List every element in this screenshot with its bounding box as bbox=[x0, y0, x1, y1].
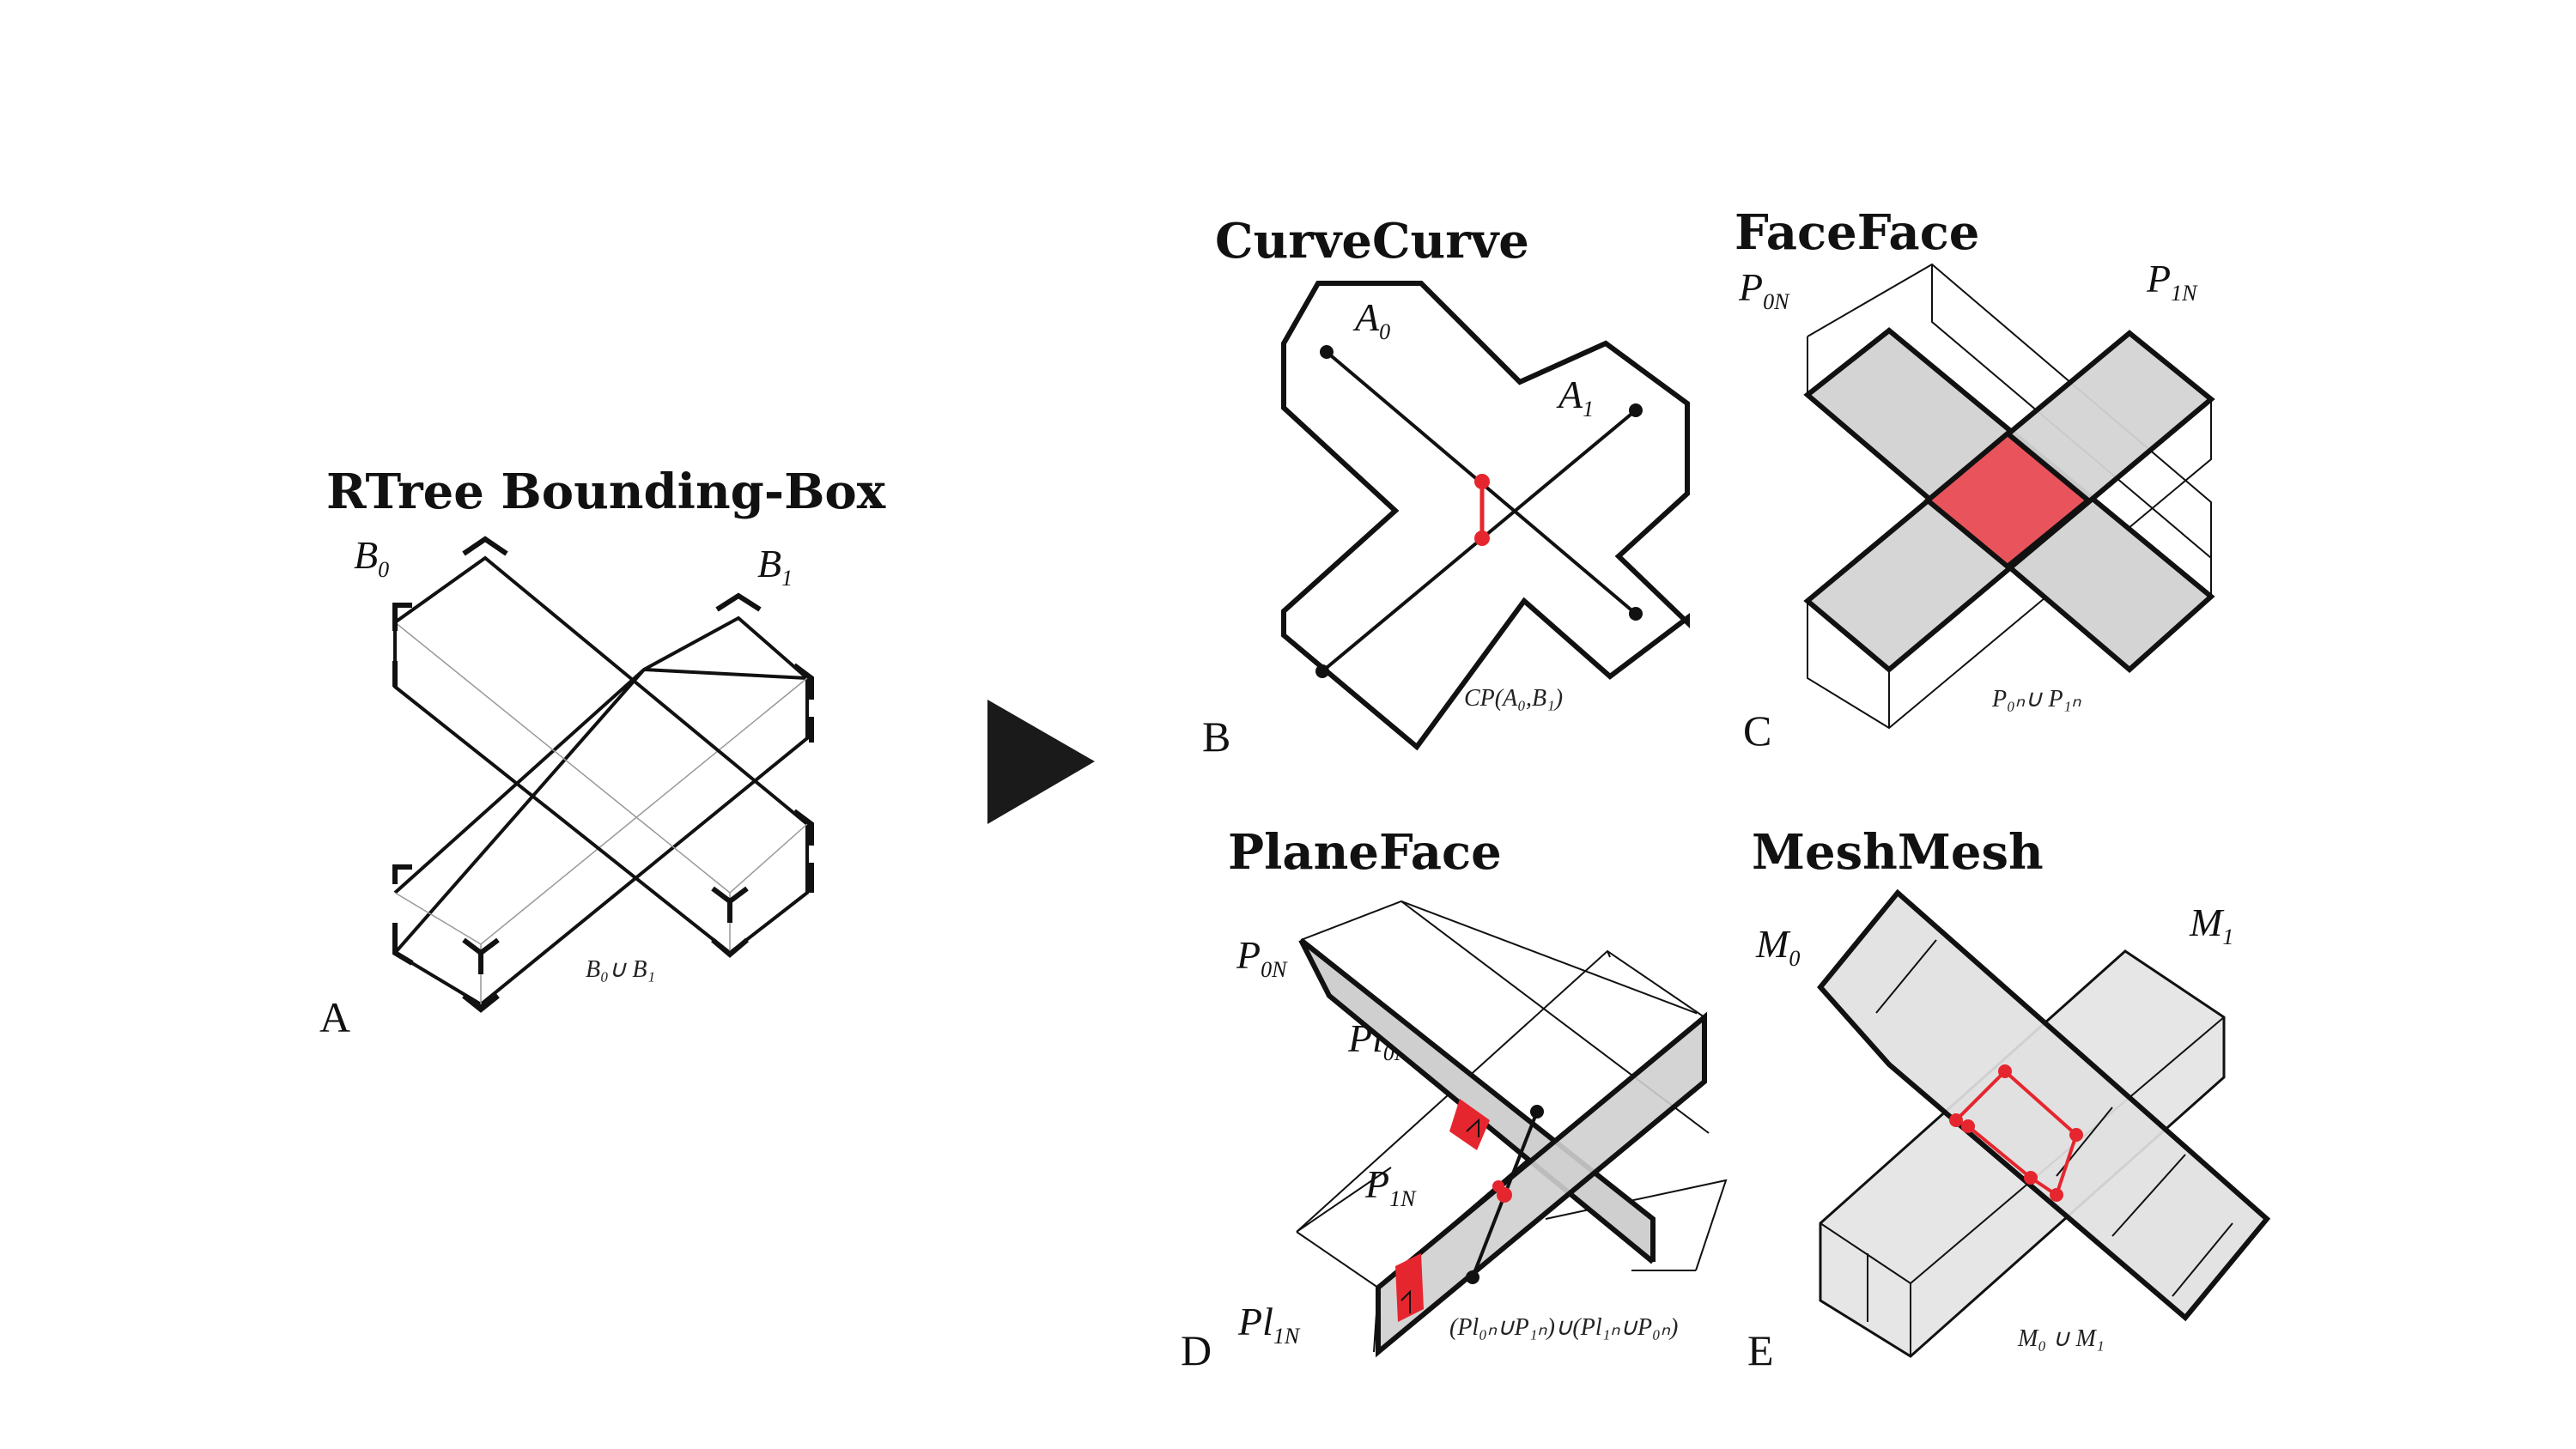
corner-brackets bbox=[392, 536, 814, 1013]
label-m0: M0 bbox=[1755, 922, 1800, 971]
panel-b-caption: CP(A₀,B₁) bbox=[1464, 685, 1563, 712]
panel-b: CurveCurve B A0 A1 CP(A₀,B₁) bbox=[1202, 213, 1690, 761]
panel-b-letter: B bbox=[1202, 712, 1230, 761]
label-p1n-d: P1N bbox=[1364, 1162, 1417, 1211]
intersection-dot bbox=[1466, 1270, 1479, 1284]
plane-pl1n bbox=[1376, 1011, 1707, 1358]
prism-p1-edges bbox=[1807, 399, 2212, 730]
normal-arrow bbox=[1400, 1289, 1411, 1313]
label-a0: A0 bbox=[1352, 295, 1390, 344]
label-p1n: P1N bbox=[2146, 257, 2198, 306]
intersection-vertex bbox=[1961, 1119, 1975, 1133]
intersection-vertex bbox=[1949, 1113, 1963, 1127]
label-p0n: P0N bbox=[1738, 265, 1790, 314]
intersection-vertex bbox=[1998, 1064, 2012, 1078]
panel-d-letter: D bbox=[1181, 1326, 1212, 1374]
closest-point-dot bbox=[1474, 474, 1490, 489]
intersection-region bbox=[1923, 430, 2093, 570]
panel-d-title: PlaneFace bbox=[1228, 824, 1502, 881]
panel-c: FaceFace C P0N P1N P₀ₙ∪ P₁ₙ bbox=[1735, 204, 2215, 755]
bounding-box-b1 bbox=[392, 615, 809, 1007]
intersection-dot bbox=[1530, 1105, 1544, 1119]
panel-c-caption: P₀ₙ∪ P₁ₙ bbox=[1991, 686, 2081, 712]
panel-a-union: B₀∪ B₁ bbox=[586, 956, 655, 983]
intersection-vertex bbox=[2050, 1188, 2063, 1202]
panel-d-caption: (Pl₀ₙ∪P₁ₙ)∪(Pl₁ₙ∪P₀ₙ) bbox=[1449, 1314, 1678, 1341]
label-m1: M1 bbox=[2189, 900, 2233, 949]
normal-arrow bbox=[1466, 1118, 1479, 1137]
panel-e-letter: E bbox=[1747, 1326, 1774, 1374]
panel-e-caption: M₀ ∪ M₁ bbox=[2017, 1325, 2105, 1352]
panel-e-title: MeshMesh bbox=[1752, 824, 2044, 881]
panel-d: PlaneFace D P0N Pl0N P1N Pl1N (Pl₀ₙ∪P₁ₙ)… bbox=[1181, 824, 1728, 1374]
panel-c-letter: C bbox=[1743, 706, 1771, 755]
endpoint-dot bbox=[1629, 403, 1643, 417]
label-a1: A1 bbox=[1556, 373, 1594, 421]
intersection-vertex bbox=[2069, 1128, 2083, 1142]
mesh-intersection bbox=[1954, 1069, 2079, 1198]
intersection-point-red bbox=[1492, 1180, 1504, 1192]
label-p0n-d: P0N bbox=[1236, 933, 1288, 982]
panel-a-letter: A bbox=[319, 993, 350, 1041]
label-pl1n: Pl1N bbox=[1237, 1300, 1301, 1349]
endpoint-dot bbox=[1629, 607, 1643, 621]
panel-a: RTree Bounding-Box A B0 B1 B₀∪ B₁ bbox=[319, 464, 886, 1041]
closest-point-dot bbox=[1474, 530, 1490, 546]
curve-outline bbox=[1281, 281, 1690, 751]
label-b1: B1 bbox=[757, 542, 793, 591]
mesh-m0-edges bbox=[1875, 939, 2233, 1297]
bounding-box-b0 bbox=[393, 555, 809, 955]
label-b0: B0 bbox=[354, 533, 389, 582]
endpoint-dot bbox=[1320, 345, 1334, 359]
panel-c-title: FaceFace bbox=[1735, 204, 1979, 261]
normal-marker-pl1n bbox=[1395, 1253, 1424, 1322]
panel-a-title: RTree Bounding-Box bbox=[326, 464, 886, 520]
prism-p0-edges-d bbox=[1300, 900, 1728, 1271]
panel-b-title: CurveCurve bbox=[1215, 213, 1529, 270]
panel-e: MeshMesh E M0 M1 M₀ ∪ M₁ bbox=[1747, 824, 2271, 1374]
endpoint-dot bbox=[1315, 664, 1329, 678]
intersection-vertex bbox=[2024, 1171, 2038, 1185]
normal-marker-pl0n bbox=[1449, 1099, 1490, 1150]
play-triangle-icon bbox=[987, 700, 1095, 824]
